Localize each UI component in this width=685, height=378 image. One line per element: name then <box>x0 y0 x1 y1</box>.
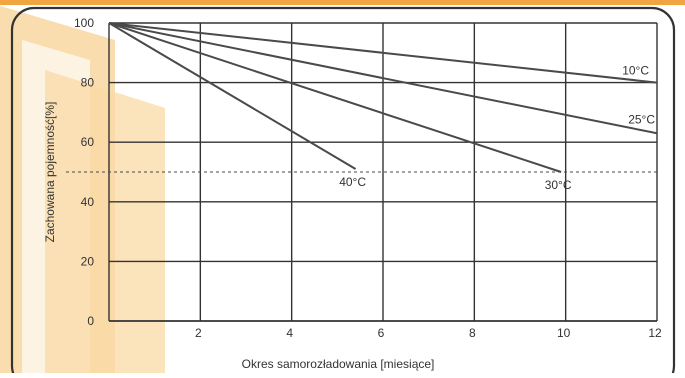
x-axis-label: Okres samorozładowania [miesiące] <box>242 357 435 371</box>
series-line <box>108 22 658 84</box>
series-group <box>108 22 658 173</box>
series-line <box>108 22 562 173</box>
series-label: 30°C <box>545 178 572 192</box>
series-line <box>108 22 357 170</box>
y-tick-label: 40 <box>81 195 95 209</box>
x-tick-label: 2 <box>195 326 202 340</box>
y-tick-label: 0 <box>87 314 94 328</box>
x-tick-label: 6 <box>378 326 385 340</box>
y-tick-label: 20 <box>81 254 95 268</box>
tick-labels: 0 20 40 60 80 100 2 4 6 8 10 12 <box>74 16 662 340</box>
x-tick-label: 4 <box>286 326 293 340</box>
series-line <box>108 22 658 135</box>
x-tick-label: 12 <box>648 326 662 340</box>
y-tick-label: 80 <box>81 76 95 90</box>
x-tick-label: 10 <box>557 326 571 340</box>
series-label: 40°C <box>339 175 366 189</box>
watermark-logo <box>0 5 165 373</box>
outer-border <box>10 6 676 378</box>
grid <box>108 22 658 322</box>
series-labels: 10°C 25°C 30°C 40°C <box>339 64 655 192</box>
x-tick-label: 8 <box>469 326 476 340</box>
y-axis-label: Zachowana pojemność[%] <box>43 102 57 243</box>
series-label: 10°C <box>622 64 649 78</box>
series-label: 25°C <box>628 112 655 126</box>
y-tick-label: 60 <box>81 135 95 149</box>
top-accent-bar <box>0 0 685 5</box>
y-tick-label: 100 <box>74 16 94 30</box>
